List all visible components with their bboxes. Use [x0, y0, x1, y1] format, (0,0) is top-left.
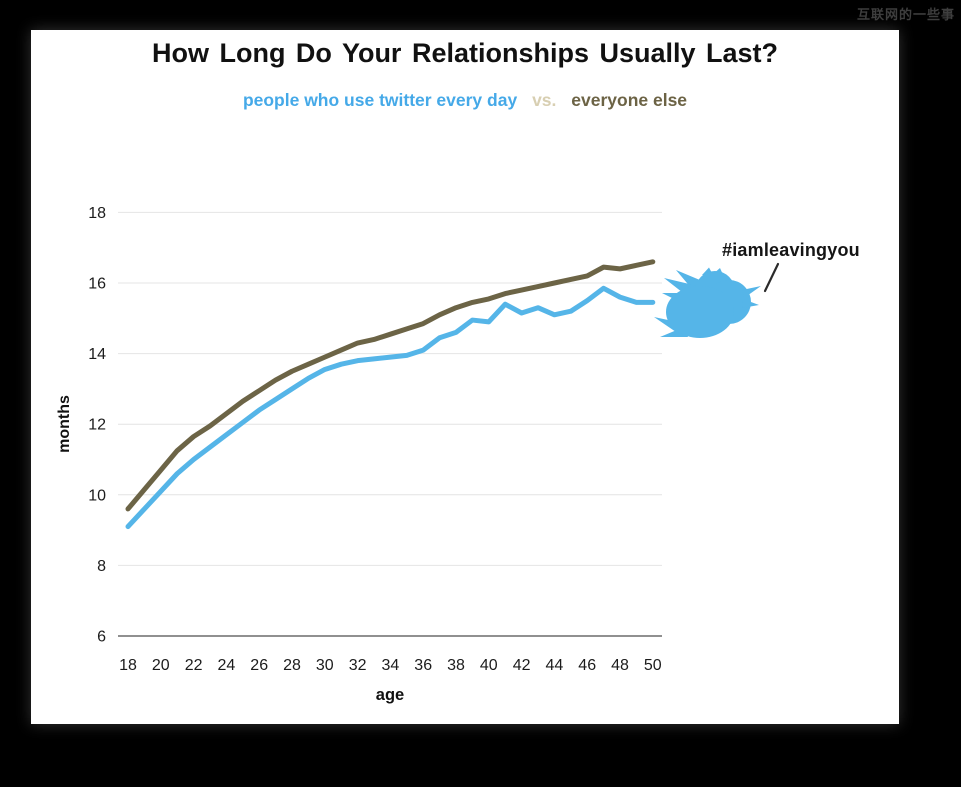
x-tick-label: 34 — [382, 657, 400, 674]
gridlines — [118, 211, 662, 637]
x-tick-label: 42 — [513, 657, 531, 674]
y-tick-label: 16 — [88, 276, 106, 293]
x-tick-label: 28 — [283, 657, 301, 674]
chart-subtitle: people who use twitter every day vs. eve… — [31, 90, 899, 111]
x-axis-title: age — [375, 686, 405, 704]
y-tick-label: 14 — [88, 346, 106, 363]
y-tick-label: 8 — [97, 558, 106, 575]
y-tick-label: 6 — [97, 629, 106, 646]
everyone-series-line — [125, 259, 656, 512]
x-tick-label: 40 — [480, 657, 498, 674]
twitter-series-line — [125, 285, 656, 530]
x-tick-label: 18 — [119, 657, 137, 674]
annotation-pointer-line — [763, 262, 780, 293]
x-tick-label: 32 — [349, 657, 367, 674]
y-tick-label: 10 — [88, 487, 106, 504]
x-tick-label: 36 — [414, 657, 432, 674]
x-tick-label: 44 — [546, 657, 564, 674]
watermark-text: 互联网的一些事 — [856, 7, 955, 22]
x-tick-label: 26 — [250, 657, 268, 674]
twitter-bird-icon — [654, 267, 761, 338]
x-tick-label: 24 — [218, 657, 236, 674]
x-tick-label: 30 — [316, 657, 334, 674]
y-tick-label: 18 — [88, 205, 106, 222]
subtitle-twitter-label: people who use twitter every day — [242, 90, 518, 110]
hashtag-annotation: #iamleavingyou — [722, 240, 860, 260]
chart-title: How Long Do Your Relationships Usually L… — [151, 38, 779, 68]
x-tick-label: 50 — [644, 657, 662, 674]
subtitle-everyone-label: everyone else — [571, 90, 688, 110]
y-tick-label: 12 — [88, 417, 106, 434]
x-tick-label: 38 — [447, 657, 465, 674]
chart-panel: How Long Do Your Relationships Usually L… — [31, 30, 899, 724]
subtitle-vs: vs. — [532, 90, 557, 110]
x-tick-label: 22 — [185, 657, 203, 674]
x-tick-label: 46 — [578, 657, 596, 674]
x-tick-label: 48 — [611, 657, 629, 674]
tick-labels: 6 8 10 12 14 16 18 18 20 22 24 26 28 30 32 34 36 38 40 42 44… — [88, 205, 662, 674]
x-tick-label: 20 — [152, 657, 170, 674]
series-lines — [125, 259, 656, 530]
